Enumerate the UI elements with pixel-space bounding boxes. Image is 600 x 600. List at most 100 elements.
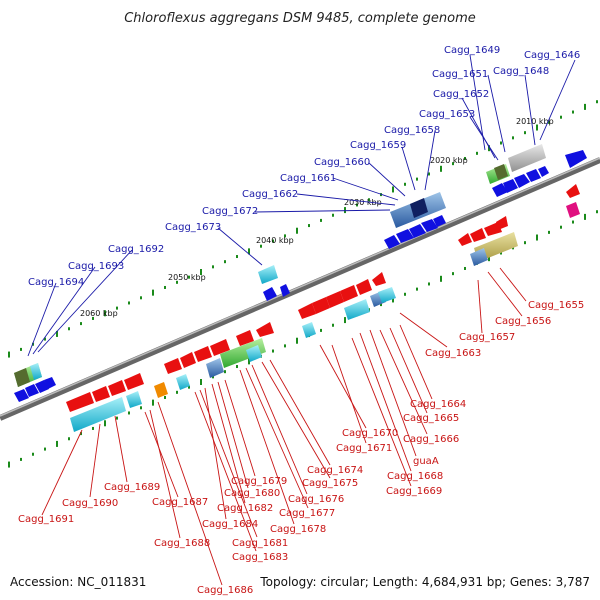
gene-label[interactable]: Cagg_1652: [433, 89, 489, 100]
gene-label[interactable]: Cagg_1670: [342, 428, 398, 439]
gene-label[interactable]: Cagg_1679: [231, 476, 287, 487]
gene-arrow[interactable]: [565, 150, 587, 168]
gene-label[interactable]: Cagg_1691: [18, 514, 74, 525]
gene-label[interactable]: Cagg_1651: [432, 69, 488, 80]
feature-box[interactable]: [176, 374, 190, 390]
feature-box[interactable]: [410, 198, 428, 218]
gene-arrow[interactable]: [25, 384, 39, 397]
gene-label[interactable]: Cagg_1673: [165, 222, 221, 233]
gene-arrow[interactable]: [298, 303, 316, 319]
feature-box[interactable]: [344, 299, 370, 320]
gene-arrow[interactable]: [421, 219, 438, 232]
gene-label[interactable]: Cagg_1678: [270, 524, 326, 535]
gene-arrow[interactable]: [164, 358, 182, 374]
gene-arrow[interactable]: [526, 169, 541, 182]
gene-arrow[interactable]: [280, 284, 290, 297]
gene-label[interactable]: Cagg_1658: [384, 125, 440, 136]
gene-label[interactable]: Cagg_1671: [336, 443, 392, 454]
gene-arrow[interactable]: [566, 184, 580, 198]
gene-label[interactable]: Cagg_1657: [459, 332, 515, 343]
gene-label[interactable]: Cagg_1666: [403, 434, 459, 445]
feature-box[interactable]: [126, 391, 142, 408]
gene-arrow[interactable]: [396, 229, 414, 243]
feature-box[interactable]: [70, 397, 126, 432]
gene-arrow[interactable]: [340, 285, 358, 302]
gene-label[interactable]: Cagg_1676: [288, 494, 344, 505]
feature-box[interactable]: [258, 265, 278, 284]
gene-arrow[interactable]: [236, 330, 254, 346]
gene-arrow[interactable]: [503, 179, 518, 193]
gene-arrow[interactable]: [409, 224, 426, 238]
gene-label[interactable]: Cagg_1675: [302, 478, 358, 489]
feature-box[interactable]: [246, 345, 262, 362]
gene-arrow[interactable]: [356, 279, 372, 295]
gene-label[interactable]: Cagg_1681: [232, 538, 288, 549]
gene-arrow[interactable]: [433, 215, 446, 227]
gene-label[interactable]: Cagg_1687: [152, 497, 208, 508]
feature-box[interactable]: [494, 164, 508, 180]
gene-label[interactable]: Cagg_1660: [314, 157, 370, 168]
feature-box[interactable]: [30, 363, 42, 380]
gene-arrow[interactable]: [194, 346, 212, 362]
gene-label[interactable]: Cagg_1689: [104, 482, 160, 493]
scale-tick: [404, 182, 406, 186]
gene-arrow[interactable]: [180, 352, 196, 368]
gene-label[interactable]: Cagg_1665: [403, 413, 459, 424]
gene-arrow[interactable]: [256, 322, 274, 337]
feature-box[interactable]: [206, 358, 224, 378]
gene-label[interactable]: Cagg_1690: [62, 498, 118, 509]
gene-label[interactable]: Cagg_1693: [68, 261, 124, 272]
gene-arrow[interactable]: [263, 287, 277, 301]
gene-label[interactable]: Cagg_1661: [280, 173, 336, 184]
gene-label[interactable]: Cagg_1692: [108, 244, 164, 255]
gene-label[interactable]: Cagg_1664: [410, 399, 466, 410]
gene-label[interactable]: Cagg_1674: [307, 465, 363, 476]
gene-arrow[interactable]: [210, 339, 230, 356]
gene-arrow[interactable]: [514, 174, 530, 188]
feature-box[interactable]: [14, 368, 30, 387]
feature-box[interactable]: [566, 202, 580, 218]
gene-label[interactable]: Cagg_1688: [154, 538, 210, 549]
gene-label[interactable]: guaA: [413, 456, 439, 467]
gene-arrow[interactable]: [44, 377, 56, 389]
feature-box[interactable]: [378, 287, 396, 303]
gene-label[interactable]: Cagg_1680: [224, 488, 280, 499]
gene-label[interactable]: Cagg_1668: [387, 471, 443, 482]
feature-box[interactable]: [508, 144, 546, 172]
gene-arrow[interactable]: [108, 380, 126, 396]
gene-label[interactable]: Cagg_1683: [232, 552, 288, 563]
gene-label[interactable]: Cagg_1669: [386, 486, 442, 497]
gene-label[interactable]: Cagg_1662: [242, 189, 298, 200]
gene-arrow[interactable]: [470, 228, 486, 242]
gene-label[interactable]: Cagg_1686: [197, 585, 253, 596]
gene-label[interactable]: Cagg_1649: [444, 45, 500, 56]
gene-arrow[interactable]: [66, 392, 94, 412]
gene-arrow[interactable]: [496, 216, 508, 230]
gene-arrow[interactable]: [492, 183, 508, 197]
feature-box[interactable]: [154, 382, 168, 398]
feature-box[interactable]: [302, 322, 316, 338]
feature-box[interactable]: [470, 248, 488, 266]
gene-label[interactable]: Cagg_1659: [350, 140, 406, 151]
gene-label[interactable]: Cagg_1677: [279, 508, 335, 519]
gene-arrow[interactable]: [458, 233, 472, 246]
gene-label[interactable]: Cagg_1694: [28, 277, 84, 288]
feature-box[interactable]: [220, 338, 266, 368]
gene-arrow[interactable]: [538, 166, 549, 177]
gene-arrow[interactable]: [14, 389, 29, 402]
gene-label[interactable]: Cagg_1684: [202, 519, 258, 530]
gene-arrow[interactable]: [312, 297, 330, 314]
gene-label[interactable]: Cagg_1663: [425, 348, 481, 359]
gene-label[interactable]: Cagg_1648: [493, 66, 549, 77]
gene-label[interactable]: Cagg_1653: [419, 109, 475, 120]
gene-arrow[interactable]: [384, 235, 400, 249]
gene-arrow[interactable]: [124, 373, 144, 390]
gene-label[interactable]: Cagg_1682: [217, 503, 273, 514]
gene-arrow[interactable]: [372, 272, 386, 286]
gene-label[interactable]: Cagg_1656: [495, 316, 551, 327]
gene-label[interactable]: Cagg_1672: [202, 206, 258, 217]
gene-label[interactable]: Cagg_1646: [524, 50, 580, 61]
gene-label[interactable]: Cagg_1655: [528, 300, 584, 311]
gene-arrow[interactable]: [92, 386, 110, 402]
gene-arrow[interactable]: [326, 291, 344, 308]
